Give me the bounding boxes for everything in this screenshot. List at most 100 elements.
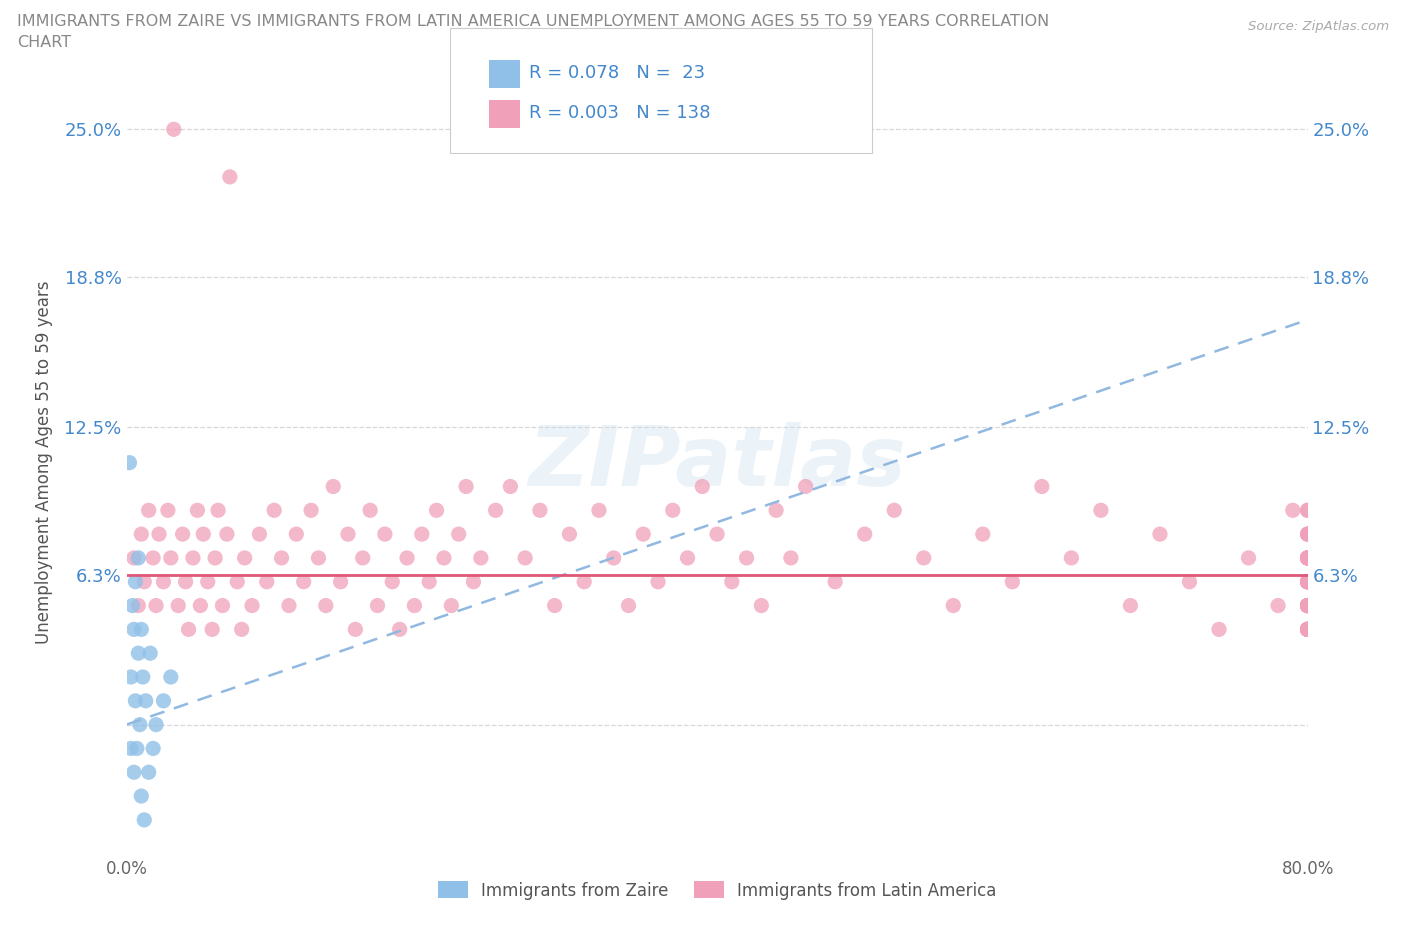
Point xyxy=(1296,526,1319,541)
Point xyxy=(1296,622,1319,637)
Point xyxy=(138,503,160,518)
Point xyxy=(1178,575,1201,590)
Point xyxy=(128,717,150,732)
Point xyxy=(138,764,160,779)
Point xyxy=(231,622,253,637)
Point xyxy=(972,526,994,541)
Point xyxy=(470,551,492,565)
Point xyxy=(193,526,215,541)
Point xyxy=(411,526,433,541)
Point xyxy=(148,526,170,541)
Point xyxy=(197,575,219,590)
Point xyxy=(1296,622,1319,637)
Point xyxy=(1296,551,1319,565)
Point xyxy=(204,551,226,565)
Point xyxy=(1296,526,1319,541)
Point xyxy=(127,645,149,660)
Point xyxy=(120,741,142,756)
Point xyxy=(647,575,669,590)
Text: ZIPatlas: ZIPatlas xyxy=(529,422,905,503)
Point xyxy=(1296,575,1319,590)
Y-axis label: Unemployment Among Ages 55 to 59 years: Unemployment Among Ages 55 to 59 years xyxy=(35,281,53,644)
Point xyxy=(720,575,742,590)
Point xyxy=(1001,575,1024,590)
Point xyxy=(139,645,162,660)
Point xyxy=(308,551,330,565)
Point xyxy=(129,526,153,541)
Point xyxy=(1267,598,1289,613)
Point xyxy=(359,503,381,518)
Point xyxy=(249,526,271,541)
Point xyxy=(447,526,470,541)
Point xyxy=(574,575,596,590)
Point xyxy=(1296,598,1319,613)
Point xyxy=(127,551,149,565)
Point xyxy=(1296,575,1319,590)
Point xyxy=(499,479,522,494)
Point xyxy=(160,551,183,565)
Point xyxy=(942,598,965,613)
Point xyxy=(263,503,285,518)
Point xyxy=(1149,526,1171,541)
Point xyxy=(735,551,758,565)
Point xyxy=(1296,526,1319,541)
Point xyxy=(211,598,233,613)
Point xyxy=(824,575,846,590)
Point xyxy=(1090,503,1112,518)
Text: R = 0.078   N =  23: R = 0.078 N = 23 xyxy=(529,64,704,83)
Point xyxy=(142,741,165,756)
Point xyxy=(207,503,229,518)
Point xyxy=(765,503,787,518)
Point xyxy=(1296,598,1319,613)
Point xyxy=(751,598,773,613)
Legend: Immigrants from Zaire, Immigrants from Latin America: Immigrants from Zaire, Immigrants from L… xyxy=(432,875,1002,906)
Point xyxy=(1296,575,1319,590)
Point xyxy=(676,551,699,565)
Point xyxy=(226,575,249,590)
Point xyxy=(322,479,344,494)
Point xyxy=(299,503,322,518)
Point xyxy=(1296,551,1319,565)
Point xyxy=(125,741,148,756)
Point xyxy=(134,813,156,828)
Point xyxy=(617,598,640,613)
Point xyxy=(912,551,935,565)
Point xyxy=(1296,503,1319,518)
Point xyxy=(706,526,728,541)
Point xyxy=(188,598,212,613)
Point xyxy=(215,526,238,541)
Point xyxy=(1296,551,1319,565)
Point xyxy=(1296,575,1319,590)
Point xyxy=(174,575,197,590)
Point xyxy=(1296,622,1319,637)
Point xyxy=(1296,598,1319,613)
Point xyxy=(558,526,581,541)
Point xyxy=(1296,575,1319,590)
Point xyxy=(315,598,337,613)
Point xyxy=(121,598,143,613)
Point xyxy=(344,622,367,637)
Point xyxy=(163,122,186,137)
Point xyxy=(1296,598,1319,613)
Point xyxy=(780,551,803,565)
Point xyxy=(1296,551,1319,565)
Point xyxy=(142,551,165,565)
Point xyxy=(1208,622,1230,637)
Point xyxy=(292,575,315,590)
Point xyxy=(1296,598,1319,613)
Point xyxy=(278,598,301,613)
Point xyxy=(794,479,817,494)
Point xyxy=(352,551,374,565)
Point xyxy=(124,575,146,590)
Point xyxy=(132,670,155,684)
Point xyxy=(1296,575,1319,590)
Point xyxy=(124,694,146,709)
Point xyxy=(853,526,876,541)
Point xyxy=(1296,503,1319,518)
Point xyxy=(120,670,142,684)
Text: R = 0.003   N = 138: R = 0.003 N = 138 xyxy=(529,104,710,123)
Point xyxy=(1296,622,1319,637)
Point xyxy=(1296,598,1319,613)
Point xyxy=(1296,575,1319,590)
Point xyxy=(404,598,426,613)
